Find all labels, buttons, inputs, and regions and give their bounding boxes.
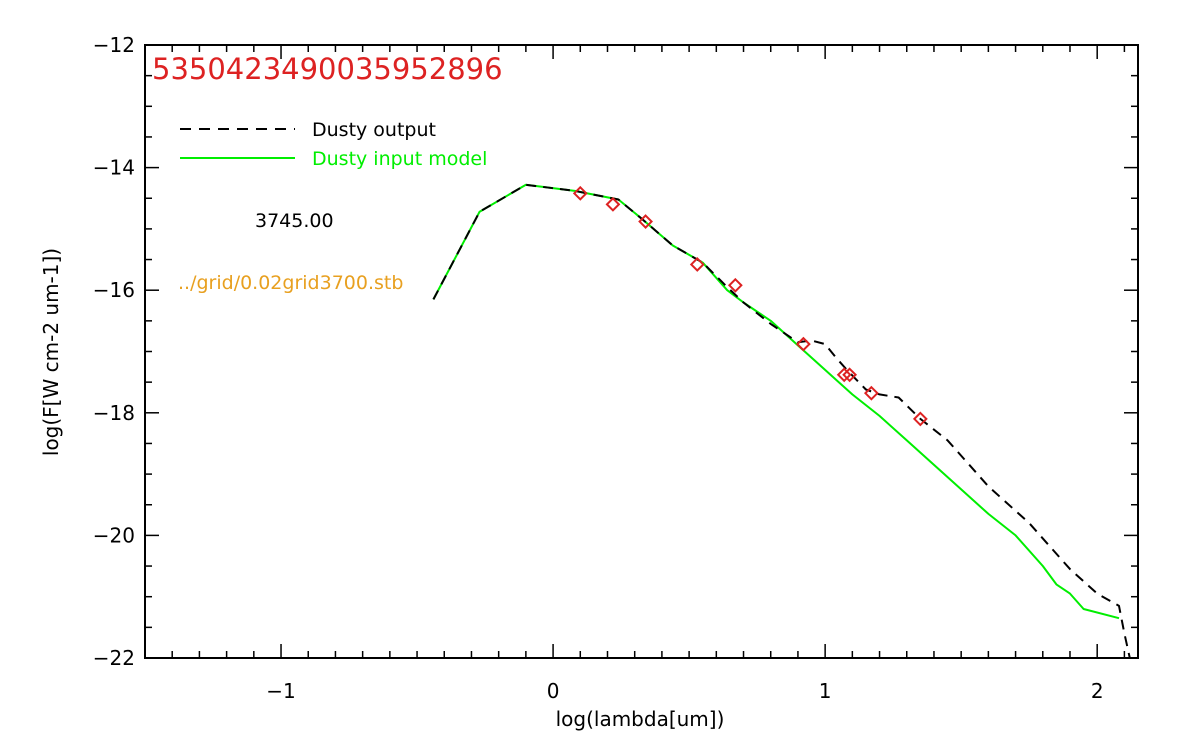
photometry-point-marker [572, 185, 588, 201]
photometry-point-marker [912, 411, 928, 427]
y-tick-label: −22 [93, 646, 135, 670]
legend-dusty-input-label: Dusty input model [312, 148, 487, 170]
x-tick-label: 1 [819, 679, 832, 703]
photometry-point-marker [836, 367, 852, 383]
chart-title: 5350423490035952896 [152, 52, 503, 86]
y-tick-label: −18 [93, 401, 135, 425]
photometry-point-marker [605, 196, 621, 212]
photometry-point-marker [638, 214, 653, 229]
photometry-point-marker [863, 385, 879, 401]
temperature-annotation: 3745.00 [255, 210, 334, 232]
x-axis-label: log(lambda[um]) [556, 707, 725, 731]
y-tick-label: −12 [93, 33, 135, 57]
legend-dusty-output-label: Dusty output [312, 119, 436, 141]
x-tick-label: 0 [547, 679, 560, 703]
photometry-point-marker [727, 277, 743, 293]
y-axis-label: log(F[W cm-2 um-1]) [39, 248, 63, 456]
photometry-point-marker [842, 367, 858, 383]
photometry-point-marker [795, 336, 811, 352]
y-tick-label: −16 [93, 278, 135, 302]
dusty-input-model-line [432, 183, 1120, 620]
dusty-output-line [432, 183, 1131, 659]
x-tick-label: 2 [1091, 679, 1104, 703]
y-tick-label: −20 [93, 523, 135, 547]
y-tick-label: −14 [93, 156, 135, 180]
x-tick-label: −1 [266, 679, 295, 703]
photometry-point-marker [689, 257, 705, 272]
model-file-annotation: ../grid/0.02grid3700.stb [178, 272, 403, 294]
plot-frame [144, 44, 1139, 659]
